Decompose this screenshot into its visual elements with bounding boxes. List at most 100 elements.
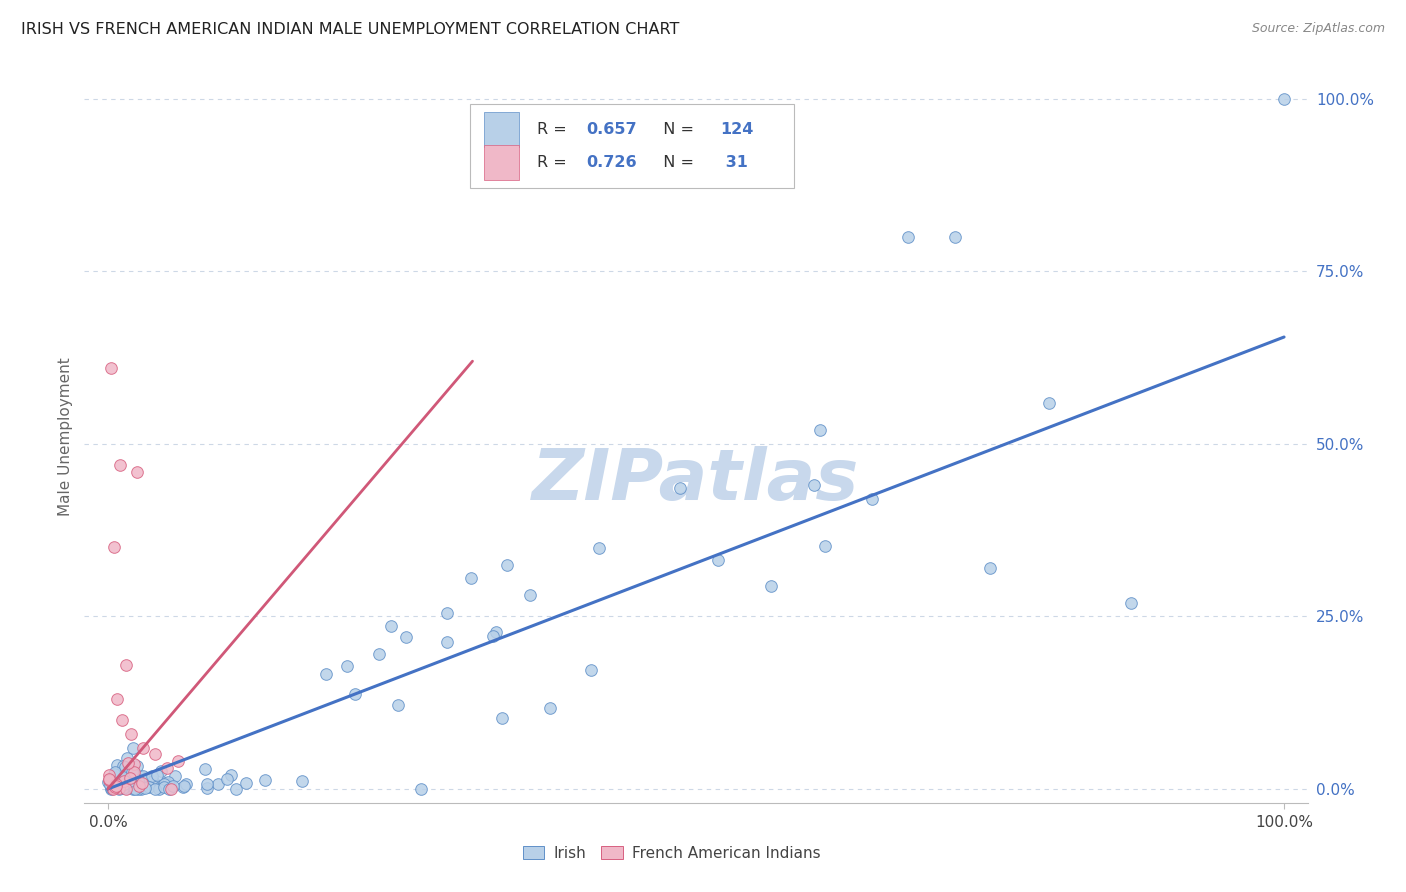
Point bbox=[803, 478, 825, 492]
Point bbox=[134, 780, 156, 795]
Point bbox=[111, 713, 134, 727]
Point bbox=[101, 780, 124, 795]
Point bbox=[120, 766, 142, 780]
Point bbox=[98, 772, 121, 786]
Point bbox=[979, 561, 1001, 575]
Point bbox=[110, 765, 132, 780]
FancyBboxPatch shape bbox=[484, 145, 519, 179]
Point bbox=[101, 782, 124, 797]
Point bbox=[103, 767, 125, 781]
Point bbox=[125, 759, 148, 773]
Point bbox=[173, 779, 195, 793]
Point bbox=[808, 423, 831, 437]
Point bbox=[172, 780, 194, 794]
Point bbox=[122, 764, 145, 779]
Point bbox=[111, 773, 134, 788]
Point bbox=[118, 764, 141, 779]
Point bbox=[98, 773, 121, 788]
Text: Source: ZipAtlas.com: Source: ZipAtlas.com bbox=[1251, 22, 1385, 36]
Point bbox=[122, 741, 145, 756]
Point bbox=[142, 774, 165, 789]
Point bbox=[105, 776, 128, 790]
Text: IRISH VS FRENCH AMERICAN INDIAN MALE UNEMPLOYMENT CORRELATION CHART: IRISH VS FRENCH AMERICAN INDIAN MALE UNE… bbox=[21, 22, 679, 37]
Point bbox=[114, 775, 136, 789]
Point bbox=[127, 465, 149, 479]
Point bbox=[124, 757, 146, 772]
Point bbox=[117, 756, 139, 771]
Point bbox=[115, 780, 138, 795]
Point bbox=[131, 776, 153, 790]
Point bbox=[495, 558, 517, 572]
Y-axis label: Male Unemployment: Male Unemployment bbox=[58, 358, 73, 516]
Point bbox=[1121, 596, 1143, 610]
Point bbox=[336, 659, 359, 673]
Point bbox=[538, 700, 561, 714]
Point bbox=[436, 607, 458, 621]
Point bbox=[112, 781, 135, 796]
Point bbox=[120, 771, 142, 785]
Point bbox=[1272, 92, 1295, 106]
Point bbox=[194, 762, 217, 776]
Point bbox=[114, 760, 136, 774]
Point bbox=[108, 458, 131, 472]
Point bbox=[124, 773, 146, 788]
Point bbox=[149, 780, 172, 795]
Point bbox=[104, 779, 127, 793]
Point bbox=[491, 711, 513, 725]
Point bbox=[132, 769, 155, 783]
Point bbox=[112, 780, 135, 795]
Point bbox=[124, 780, 146, 795]
Text: ZIPatlas: ZIPatlas bbox=[533, 447, 859, 516]
Point bbox=[159, 777, 181, 791]
Point bbox=[588, 541, 610, 555]
Point bbox=[195, 777, 218, 791]
Point bbox=[121, 770, 143, 784]
Point bbox=[225, 781, 247, 796]
Point bbox=[195, 781, 218, 796]
Point bbox=[135, 771, 157, 785]
Text: N =: N = bbox=[654, 154, 699, 169]
Point bbox=[146, 768, 169, 782]
Point bbox=[707, 552, 730, 566]
Point bbox=[104, 780, 127, 794]
Point bbox=[115, 781, 138, 796]
Point bbox=[387, 698, 409, 712]
Point bbox=[112, 777, 135, 791]
Text: N =: N = bbox=[654, 121, 699, 136]
Point bbox=[761, 579, 783, 593]
Point bbox=[860, 492, 883, 507]
Point bbox=[174, 777, 197, 791]
Text: 124: 124 bbox=[720, 121, 754, 136]
Text: 31: 31 bbox=[720, 154, 748, 169]
Point bbox=[152, 780, 174, 794]
Text: R =: R = bbox=[537, 121, 572, 136]
Point bbox=[121, 768, 143, 782]
Point bbox=[97, 775, 120, 789]
Point bbox=[897, 230, 920, 244]
Point bbox=[156, 761, 179, 775]
Point bbox=[411, 782, 433, 797]
Point bbox=[127, 781, 149, 796]
Point bbox=[100, 361, 122, 376]
Point bbox=[120, 727, 142, 741]
Point bbox=[118, 768, 141, 782]
Point bbox=[108, 781, 131, 796]
Point bbox=[125, 780, 148, 794]
Point bbox=[121, 764, 143, 779]
Point bbox=[114, 657, 136, 672]
Point bbox=[141, 769, 163, 783]
Point bbox=[129, 781, 152, 796]
Point bbox=[163, 769, 186, 783]
Point bbox=[291, 774, 314, 789]
Point bbox=[519, 588, 541, 602]
Point bbox=[107, 781, 129, 796]
Point bbox=[107, 778, 129, 792]
Point bbox=[813, 539, 835, 553]
Point bbox=[100, 780, 122, 795]
Point bbox=[153, 775, 176, 789]
Point bbox=[138, 780, 160, 795]
Point bbox=[127, 779, 149, 793]
Point bbox=[115, 751, 138, 765]
Point bbox=[103, 781, 125, 796]
Point bbox=[124, 781, 146, 796]
